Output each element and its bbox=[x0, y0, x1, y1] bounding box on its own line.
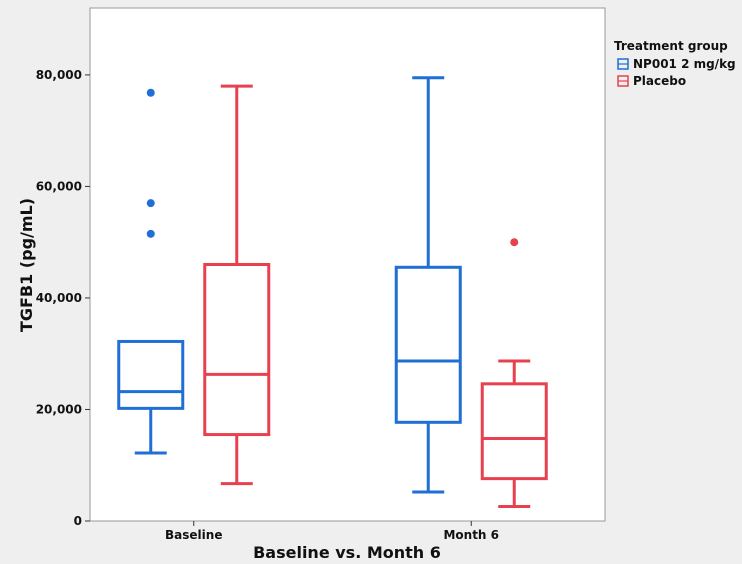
legend-item: NP001 2 mg/kg bbox=[617, 57, 736, 71]
outlier-point bbox=[146, 88, 155, 97]
box-iqr bbox=[203, 263, 271, 437]
outlier-point bbox=[146, 199, 155, 208]
box-group bbox=[203, 84, 271, 486]
y-tick-label: 0 bbox=[74, 514, 82, 528]
box-group bbox=[117, 88, 185, 455]
legend-label: Placebo bbox=[633, 74, 686, 88]
box-iqr bbox=[394, 265, 462, 424]
y-tick-label: 20,000 bbox=[36, 402, 82, 416]
box-group bbox=[480, 238, 548, 509]
legend-item: Placebo bbox=[617, 74, 686, 88]
x-axis: Baseline Month 6 bbox=[165, 521, 499, 542]
x-tick-label: Month 6 bbox=[443, 528, 499, 542]
box-iqr bbox=[480, 382, 548, 481]
box-iqr bbox=[117, 339, 185, 410]
legend-label: NP001 2 mg/kg bbox=[633, 57, 736, 71]
outlier-point bbox=[510, 238, 519, 247]
y-axis-title: TGFB1 (pg/mL) bbox=[17, 198, 36, 332]
y-tick-label: 80,000 bbox=[36, 68, 82, 82]
y-axis: 0 20,000 40,000 60,000 80,000 bbox=[36, 68, 90, 528]
legend-title: Treatment group bbox=[614, 39, 728, 53]
legend: Treatment group NP001 2 mg/kg Placebo bbox=[614, 39, 736, 88]
plot-area bbox=[89, 7, 606, 522]
x-axis-title: Baseline vs. Month 6 bbox=[253, 543, 441, 562]
boxes-layer bbox=[117, 76, 548, 509]
x-tick-label: Baseline bbox=[165, 528, 222, 542]
outlier-point bbox=[146, 229, 155, 238]
y-tick-label: 40,000 bbox=[36, 291, 82, 305]
y-tick-label: 60,000 bbox=[36, 179, 82, 193]
box-group bbox=[394, 76, 462, 494]
